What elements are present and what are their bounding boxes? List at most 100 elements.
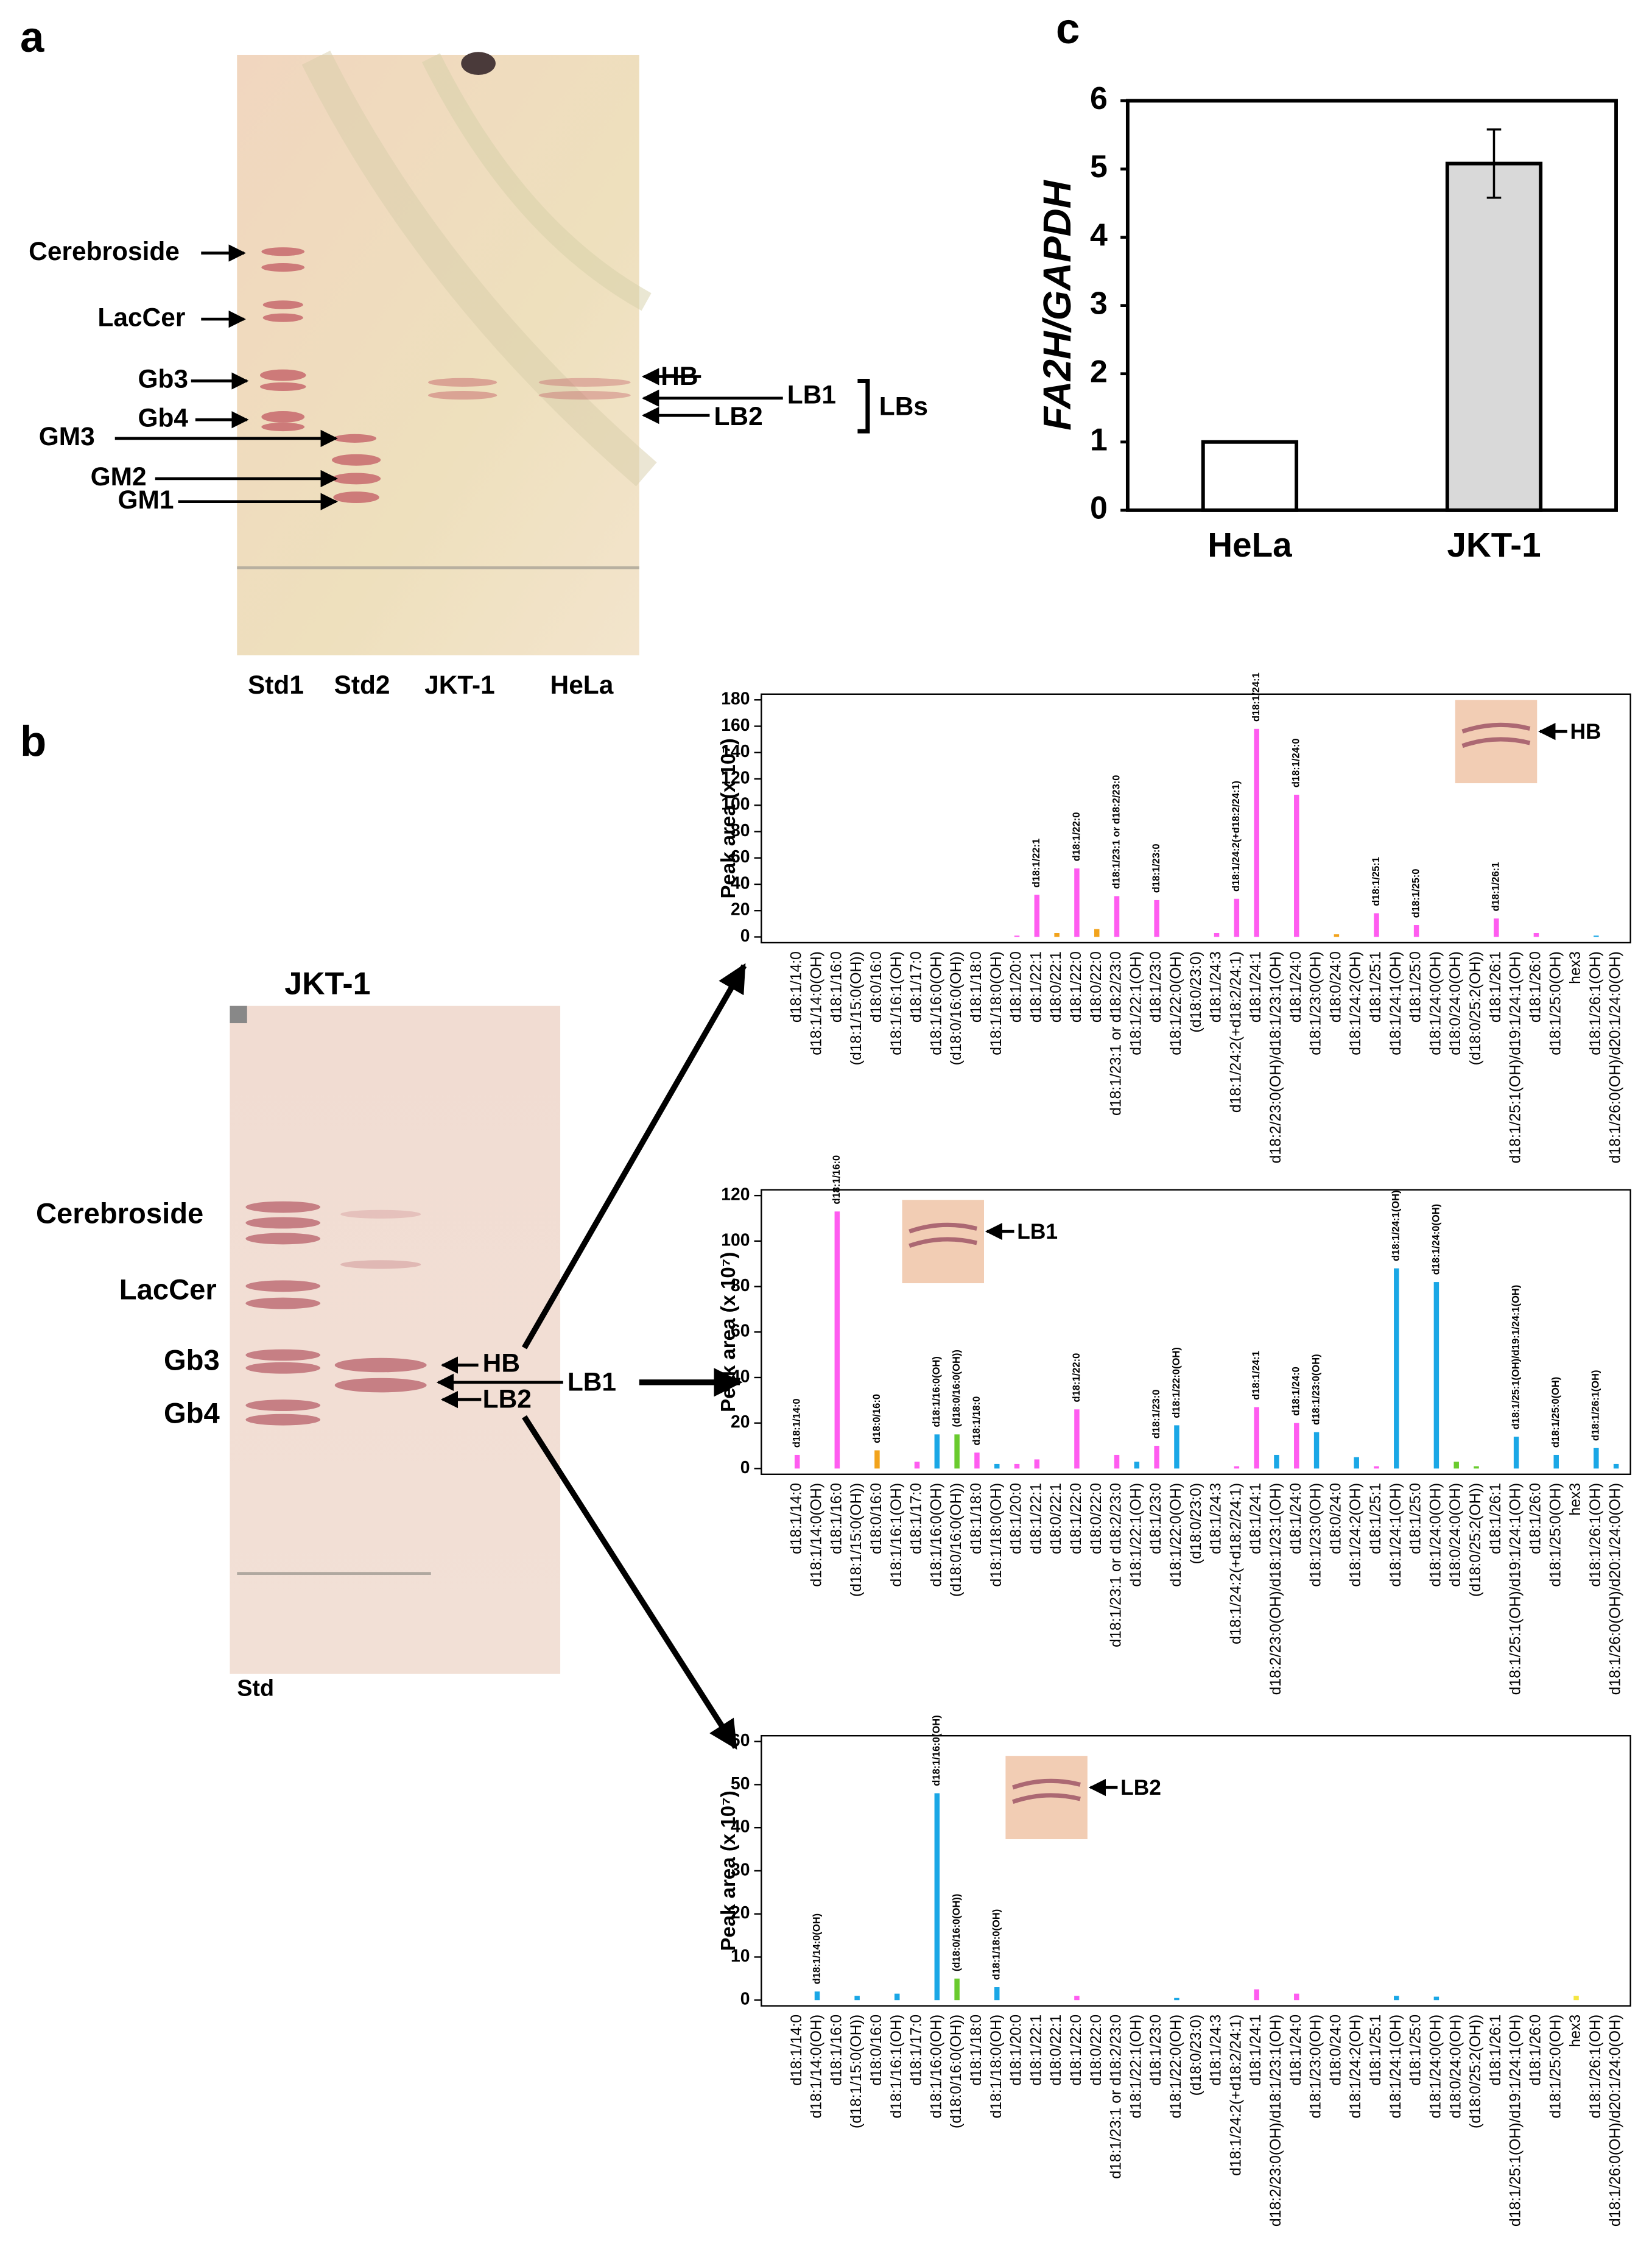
tlc-plate-a xyxy=(237,51,657,656)
panel-label: b xyxy=(20,717,46,765)
bar xyxy=(1613,1463,1619,1469)
y-tick-label: 5 xyxy=(1090,149,1108,184)
x-tick-label: d18:1/22:0(OH) xyxy=(1168,1483,1184,1587)
x-tick-label: (d18:1/15:0(OH)) xyxy=(848,1483,865,1597)
x-tick-label: JKT-1 xyxy=(1447,526,1541,564)
x-tick-label: d18:1/24:0(OH) xyxy=(1427,951,1444,1055)
bar xyxy=(1573,1996,1579,2001)
bar xyxy=(1094,929,1100,937)
x-tick-label: d18:1/25:1(OH)/d19:1/24:1(OH) xyxy=(1508,2015,1524,2227)
y-tick-label: 20 xyxy=(731,899,750,919)
bar-label: d18:1/14:0(OH) xyxy=(811,1913,822,1984)
band-label: LB1 xyxy=(568,1367,616,1396)
bar-label: d18:0/16:0 xyxy=(871,1394,882,1443)
bar-label: d18:1/24:2(+d18:2/24:1) xyxy=(1231,781,1242,892)
x-tick-label: d18:2/23:0(OH)/d18:1/23:1(OH) xyxy=(1268,1483,1284,1695)
lane-label: JKT-1 xyxy=(424,671,495,699)
x-tick-label: d18:1/14:0 xyxy=(789,951,805,1023)
x-tick-label: d18:1/24:1(OH) xyxy=(1388,1483,1404,1587)
x-tick-label: d18:1/18:0 xyxy=(968,2015,985,2086)
y-tick-label: 60 xyxy=(731,1321,750,1340)
bar-label: d18:1/24:0 xyxy=(1291,738,1302,787)
bar-label: d18:1/14:0 xyxy=(792,1398,803,1448)
band-arrows xyxy=(436,1356,563,1409)
bar xyxy=(1254,1989,1259,2001)
y-tick-label: 20 xyxy=(731,1903,750,1922)
x-tick-label: d18:1/25:1 xyxy=(1368,1483,1384,1554)
y-tick-label: 140 xyxy=(721,741,750,761)
x-tick-label: d18:1/16:0(OH) xyxy=(928,951,944,1055)
bar xyxy=(1134,1462,1140,1469)
bar xyxy=(854,1996,860,2001)
bar xyxy=(1513,1437,1519,1469)
bar xyxy=(1234,898,1240,937)
y-tick-label: 0 xyxy=(1090,490,1108,526)
bar-label: d18:1/23:0 xyxy=(1151,1390,1162,1439)
y-tick-label: 160 xyxy=(721,715,750,734)
bar xyxy=(1174,1998,1179,2001)
bar xyxy=(1214,933,1220,937)
x-tick-label: d18:1/14:0(OH) xyxy=(809,951,825,1055)
y-tick-label: 40 xyxy=(731,1817,750,1836)
y-tick-label: 1 xyxy=(1090,421,1108,457)
x-tick-label: d18:1/24:3 xyxy=(1208,1483,1225,1554)
bar xyxy=(1553,1454,1559,1469)
bar xyxy=(1334,934,1340,937)
bar xyxy=(1394,1996,1399,2001)
tlc-plate-b xyxy=(230,1005,561,1674)
bar xyxy=(1594,1448,1599,1469)
x-tick-label: d18:1/22:1(OH) xyxy=(1128,2015,1144,2119)
x-tick-label: hex3 xyxy=(1567,951,1584,984)
x-tick-label: d18:1/23:0 xyxy=(1148,951,1164,1023)
y-tick-label: 40 xyxy=(731,1366,750,1385)
x-tick-label: d18:1/24:3 xyxy=(1208,2015,1225,2086)
bar-label: d18:1/24:0 xyxy=(1291,1367,1302,1416)
x-tick-label: d18:1/24:1 xyxy=(1248,951,1264,1023)
x-tick-label: d18:1/23:0 xyxy=(1148,2015,1164,2086)
lane-label: Std1 xyxy=(248,671,304,699)
panel-label: a xyxy=(20,13,44,61)
bar xyxy=(1453,1462,1459,1469)
bar xyxy=(1394,1268,1399,1469)
bar xyxy=(874,1450,880,1469)
panel-arrows xyxy=(521,963,747,1750)
y-tick-label: 120 xyxy=(721,767,750,787)
bar xyxy=(1433,1996,1439,2001)
x-tick-label: d18:1/18:0 xyxy=(968,951,985,1023)
x-tick-label: d18:1/25:0(OH) xyxy=(1547,2015,1564,2119)
band-label: LB2 xyxy=(714,402,762,431)
band-label: GM1 xyxy=(118,485,174,514)
bar-label: d18:1/22:1 xyxy=(1031,839,1042,888)
y-tick-label: 80 xyxy=(731,820,750,840)
band-label: HB xyxy=(483,1349,520,1378)
y-tick-label: 2 xyxy=(1090,353,1108,389)
bar-label: d18:1/16:0(OH) xyxy=(931,1356,942,1427)
bar xyxy=(794,1454,800,1469)
inset-label: LB2 xyxy=(1120,1776,1161,1800)
x-tick-label: d18:1/25:1 xyxy=(1368,2015,1384,2086)
x-tick-label: d18:1/24:0 xyxy=(1288,1483,1304,1554)
x-tick-label: d18:1/25:0(OH) xyxy=(1547,1483,1564,1587)
bar xyxy=(1114,896,1120,937)
band-label: LB2 xyxy=(483,1385,532,1413)
x-tick-label: d18:0/24:0(OH) xyxy=(1447,1483,1464,1587)
x-tick-label: d18:0/22:0 xyxy=(1088,1483,1105,1554)
x-tick-label: d18:1/25:1 xyxy=(1368,951,1384,1023)
x-tick-label: d18:1/24:3 xyxy=(1208,951,1225,1023)
bar-label: d18:1/18:0(OH) xyxy=(991,1909,1002,1980)
x-tick-label: d18:1/26:1 xyxy=(1488,2015,1504,2086)
x-tick-label: d18:1/14:0 xyxy=(789,2015,805,2086)
band-label: LacCer xyxy=(119,1273,217,1306)
y-tick-label: 100 xyxy=(721,1230,750,1249)
x-tick-label: d18:1/18:0(OH) xyxy=(988,2015,1005,2119)
x-tick-label: d18:2/23:0(OH)/d18:1/23:1(OH) xyxy=(1268,951,1284,1163)
x-tick-label: hex3 xyxy=(1567,2015,1584,2047)
bar xyxy=(1234,1466,1240,1469)
band-label: Gb3 xyxy=(164,1343,220,1376)
bar xyxy=(1254,728,1259,937)
x-tick-label: d18:1/22:0(OH) xyxy=(1168,2015,1184,2119)
x-tick-label: d18:1/26:1 xyxy=(1488,1483,1504,1554)
band-label: HB xyxy=(661,362,698,390)
bar xyxy=(1374,913,1379,937)
x-tick-label: d18:0/24:0 xyxy=(1327,951,1344,1023)
